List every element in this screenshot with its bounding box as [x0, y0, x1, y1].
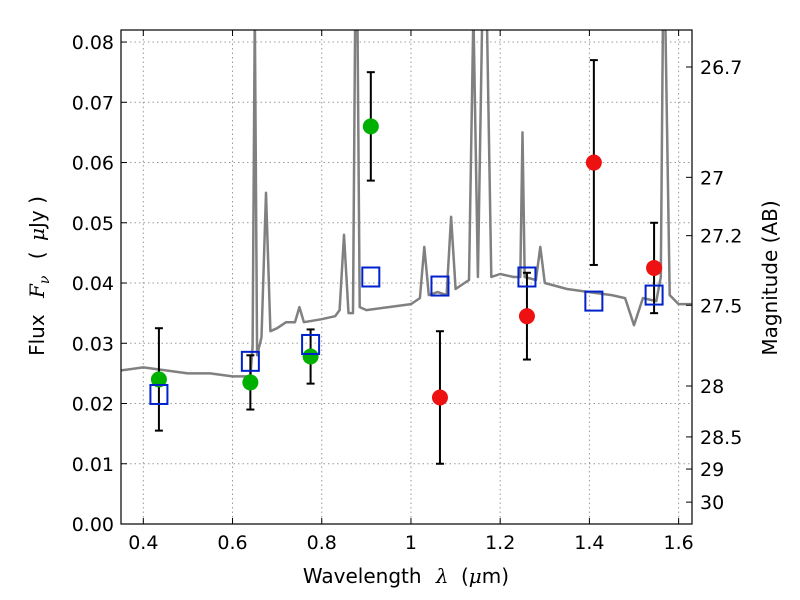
red-data-point	[646, 259, 663, 276]
x-tick-label: 0.4	[128, 532, 158, 554]
y2-tick-label: 28.5	[700, 427, 742, 449]
model-square	[149, 383, 169, 405]
y2-tick-label: 27.5	[700, 295, 742, 317]
x-axis-label: Wavelength λ (μm)	[303, 564, 509, 588]
x-tick-label: 0.8	[307, 532, 337, 554]
plot-frame	[120, 29, 693, 525]
red-data-point	[518, 308, 535, 325]
y2-tick-label: 27.2	[700, 226, 742, 248]
x-tick-label: 1.2	[485, 532, 515, 554]
y-axis-label: Flux Fν ( μJy )	[25, 196, 54, 356]
y-tick-label: 0.02	[72, 394, 114, 416]
x-tick-label: 1.6	[664, 532, 694, 554]
y2-tick-label: 29	[700, 459, 724, 481]
y-tick-label: 0.07	[72, 92, 114, 114]
x-tick-label: 1.4	[574, 532, 604, 554]
green-data-point	[150, 371, 167, 388]
data-markers	[149, 59, 664, 465]
y2-tick-label: 28	[700, 376, 724, 398]
red-data-point	[585, 154, 602, 171]
y2-tick-label: 27	[700, 167, 724, 189]
model-square	[361, 266, 381, 288]
y2-tick-label: 26.7	[700, 57, 742, 79]
model-spectrum	[121, 30, 692, 378]
model-square	[644, 284, 664, 306]
green-data-point	[242, 374, 259, 391]
model-square	[517, 266, 537, 288]
model-square	[301, 333, 321, 355]
y-tick-label: 0.01	[72, 454, 114, 476]
y-tick-label: 0.05	[72, 213, 114, 235]
y-tick-label: 0.03	[72, 333, 114, 355]
green-data-point	[302, 348, 319, 365]
y-tick-label: 0.00	[72, 514, 114, 536]
spectrum-line	[121, 30, 692, 378]
model-square	[584, 290, 604, 312]
model-square	[430, 275, 450, 297]
red-data-point	[431, 389, 448, 406]
x-tick-label: 1	[405, 532, 417, 554]
y-tick-label: 0.04	[72, 273, 114, 295]
y2-axis-label: Magnitude (AB)	[758, 200, 782, 355]
y-tick-label: 0.06	[72, 153, 114, 175]
axes: 0.4 0.6 0.8 1 1.2 1.4 1.6 0.00 0.01 0.02 0.03 0.04 0…	[72, 29, 742, 554]
model-square	[240, 350, 260, 372]
x-tick-label: 0.6	[217, 532, 247, 554]
green-data-point	[362, 118, 379, 135]
y-tick-label: 0.08	[72, 32, 114, 54]
y2-tick-label: 30	[700, 492, 724, 514]
